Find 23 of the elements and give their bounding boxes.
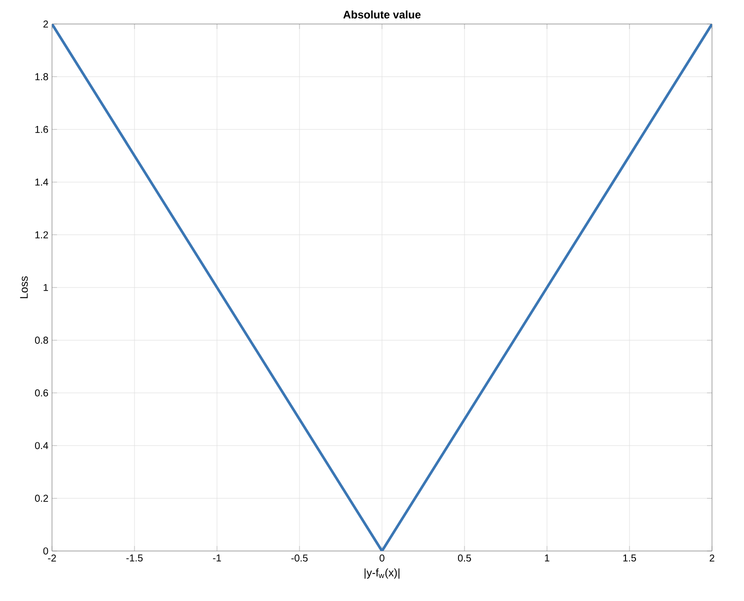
y-axis-title: Loss (20, 276, 28, 298)
y-tick-label: 0.6 (35, 389, 48, 396)
y-tick-label: 2 (43, 20, 48, 28)
x-tick-label: 1 (545, 554, 550, 562)
x-tick-label: -2 (48, 554, 56, 562)
y-tick-label: 0 (43, 547, 48, 555)
x-tick-label: 1.5 (623, 554, 636, 562)
y-tick-label: 1.2 (35, 231, 48, 238)
y-tick-label: 0.4 (35, 442, 48, 450)
x-axis-title: |y-f$_{w}$(x)| (364, 568, 400, 579)
x-tick-label: -1.5 (126, 554, 143, 562)
chart-title: Absolute value (343, 10, 421, 18)
y-tick-label: 1 (44, 284, 48, 291)
x-tick-label: -1 (213, 554, 221, 562)
x-tick-label: 0 (380, 554, 384, 562)
y-tick-label: 1.6 (35, 126, 48, 133)
x-tick-label: -0.5 (291, 554, 308, 562)
y-tick-label: 0.2 (35, 494, 48, 502)
y-tick-label: 0.8 (35, 336, 48, 344)
x-tick-label: 2 (710, 554, 714, 562)
y-tick-label: 1.4 (35, 178, 48, 186)
y-tick-label: 1.8 (35, 73, 48, 80)
x-tick-label: 0.5 (458, 554, 472, 562)
